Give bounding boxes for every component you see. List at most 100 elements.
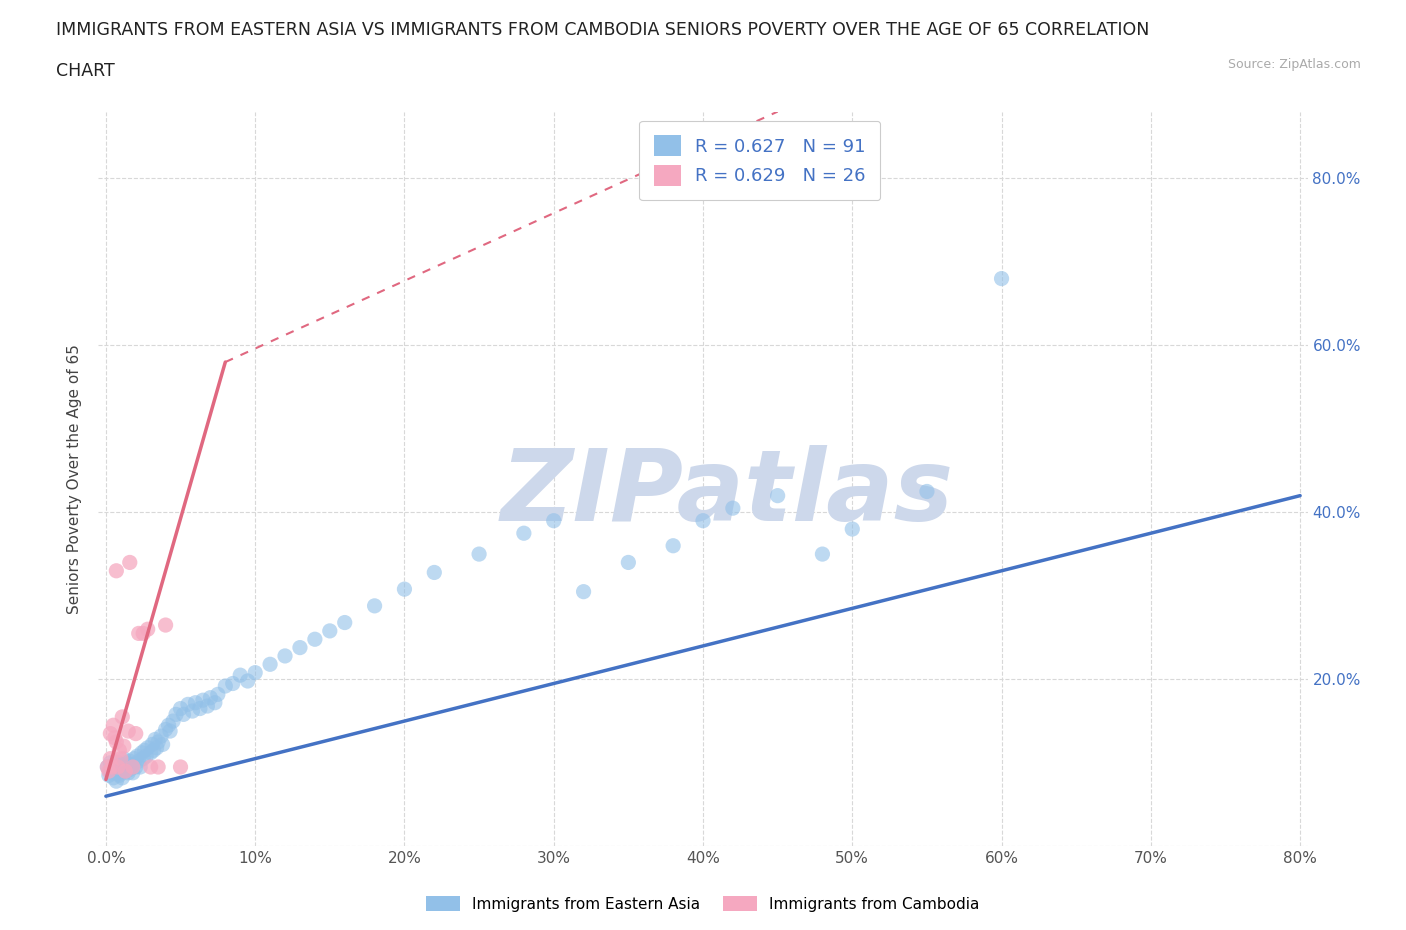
Point [105,564,128,578]
Point [105,774,128,789]
Point [114,764,136,778]
Point [121,757,143,772]
Point [139,745,162,760]
Point [96,760,118,775]
Point [103,762,125,777]
Point [169,760,191,775]
Point [112,751,135,766]
Point [101,765,124,780]
Point [915,484,938,498]
Point [98,764,121,778]
Point [207,687,229,702]
Point [543,513,565,528]
Point [108,768,131,783]
Point [114,755,136,770]
Point [107,764,129,778]
Point [319,623,342,638]
Point [333,615,356,630]
Point [98,751,121,766]
Point [304,631,326,646]
Text: IMMIGRANTS FROM EASTERN ASIA VS IMMIGRANTS FROM CAMBODIA SENIORS POVERTY OVER TH: IMMIGRANTS FROM EASTERN ASIA VS IMMIGRAN… [56,21,1150,39]
Point [155,618,177,632]
Point [122,751,145,766]
Point [128,626,150,641]
Point [141,737,163,751]
Point [243,665,266,680]
Point [181,704,204,719]
Point [118,555,141,570]
Point [363,598,385,613]
Point [721,500,744,515]
Point [145,740,167,755]
Point [117,765,139,780]
Point [110,757,132,772]
Point [117,757,139,772]
Point [150,729,173,744]
Point [97,764,120,778]
Point [990,272,1012,286]
Point [97,768,120,783]
Point [662,538,685,553]
Point [236,673,259,688]
Point [811,547,834,562]
Point [98,755,121,770]
Point [108,760,131,775]
Point [173,707,195,722]
Point [118,753,141,768]
Legend: Immigrants from Eastern Asia, Immigrants from Cambodia: Immigrants from Eastern Asia, Immigrants… [420,890,986,918]
Point [101,760,124,775]
Point [423,565,446,580]
Point [105,735,128,750]
Point [169,701,191,716]
Point [468,547,491,562]
Point [103,770,125,785]
Point [146,735,169,750]
Point [114,764,136,778]
Point [188,701,211,716]
Point [259,657,281,671]
Point [200,690,222,705]
Point [120,760,142,775]
Y-axis label: Seniors Poverty Over the Age of 65: Seniors Poverty Over the Age of 65 [67,344,83,614]
Point [146,760,169,775]
Point [139,760,162,775]
Point [162,713,184,728]
Point [98,726,121,741]
Point [132,626,155,641]
Point [288,640,311,655]
Point [96,760,118,775]
Point [110,765,132,780]
Point [197,698,219,713]
Point [204,696,226,711]
Point [165,707,187,722]
Text: ZIPatlas: ZIPatlas [501,445,953,542]
Point [125,726,148,741]
Point [692,513,714,528]
Point [112,738,135,753]
Point [513,525,536,540]
Point [121,765,143,780]
Point [118,762,141,777]
Point [152,737,174,751]
Point [105,765,128,780]
Point [129,760,152,775]
Point [229,668,252,683]
Point [112,760,135,775]
Point [142,743,165,758]
Point [394,582,416,597]
Point [115,760,138,775]
Point [191,693,214,708]
Point [111,770,134,785]
Point [159,724,181,738]
Point [135,749,157,764]
Point [136,740,159,755]
Point [136,622,159,637]
Point [108,743,131,758]
Point [103,718,125,733]
Point [107,760,129,775]
Point [274,648,297,663]
Point [222,676,245,691]
Point [128,753,150,768]
Point [184,696,207,711]
Text: CHART: CHART [56,62,115,80]
